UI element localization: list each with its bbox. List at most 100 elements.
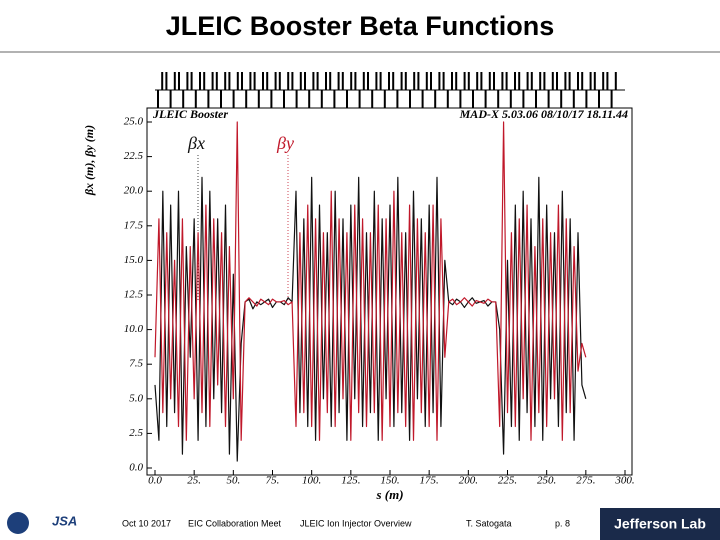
footer-page: p. 8 [555,518,570,528]
lattice-element [320,90,323,108]
lattice-element [598,90,600,108]
lattice-element [169,90,172,108]
y-tick-label: 7.5 [129,358,143,370]
x-tick-label: 50. [226,475,240,487]
lattice-bar [157,72,617,108]
lattice-element [220,90,222,108]
lattice-element [266,72,269,90]
lattice-element [392,72,395,90]
y-tick-label: 20.0 [124,185,144,197]
lattice-element [505,72,508,90]
lattice-element [518,72,521,90]
lattice-element [295,90,298,108]
lattice-element [409,90,411,108]
x-tick-label: 125. [341,475,360,487]
lattice-element [362,72,365,90]
lattice-element [253,72,256,90]
lattice-element [480,72,483,90]
lattice-element [396,90,399,108]
footer-topic: JLEIC Ion Injector Overview [300,518,412,528]
lattice-element [463,72,466,90]
lattice-element [270,90,273,108]
lattice-element [551,72,554,90]
lattice-element [161,72,164,90]
lattice-element [308,90,311,108]
lattice-element [501,72,504,90]
doe-logo [7,512,29,534]
lattice-element [274,72,277,90]
lattice-element [509,90,512,108]
lattice-element [451,72,453,90]
lattice-element [425,72,428,90]
lattice-element [211,72,214,90]
lattice-element [337,72,340,90]
lattice-element [400,72,403,90]
y-tick-label: 15.0 [124,254,144,266]
x-tick-label: 225. [498,475,517,487]
x-tick-label: 175. [420,475,439,487]
lattice-element [472,90,474,108]
legend-label: βy [276,133,294,153]
lattice-element [484,90,487,108]
lattice-element [606,72,609,90]
lattice-element [249,72,252,90]
lattice-element [354,72,357,90]
lattice-element [304,72,306,90]
lattice-element [610,90,613,108]
y-tick-label: 0.0 [129,462,143,474]
lattice-element [257,90,260,108]
lattice-element [199,72,201,90]
lattice-element [287,72,290,90]
lattice-element [379,72,382,90]
lattice-element [341,72,344,90]
lattice-element [241,72,243,90]
footer-event: EIC Collaboration Meet [188,518,282,528]
lattice-element [224,72,227,90]
x-tick-label: 0.0 [148,475,162,487]
y-tick-label: 22.5 [124,150,144,162]
footer: JSA Oct 10 2017 EIC Collaboration Meet J… [7,508,720,540]
y-tick-label: 25.0 [124,116,144,128]
logo-left: JSA [52,513,77,528]
lattice-element [215,72,218,90]
lattice-element [404,72,407,90]
x-tick-label: 275. [576,475,595,487]
lattice-element [493,72,495,90]
lattice-element [367,72,369,90]
lattice-element [568,72,571,90]
lattice-element [547,90,550,108]
lattice-element [543,72,546,90]
lattice-element [476,72,479,90]
footer-author: T. Satogata [466,518,512,528]
lattice-element [442,72,445,90]
lattice-element [430,72,432,90]
y-tick-label: 10.0 [124,323,144,335]
lattice-element [535,90,537,108]
lattice-element [556,72,558,90]
series-line [154,176,587,462]
lattice-element [283,90,285,108]
x-axis-label: s (m) [375,487,403,502]
annotation: JLEIC Booster [152,107,228,121]
lattice-element [438,72,441,90]
lattice-element [434,90,437,108]
lattice-element [291,72,294,90]
x-tick-label: 300. [614,475,634,487]
lattice-element [375,72,378,90]
lattice-element [186,72,189,90]
lattice-element [514,72,516,90]
lattice-element [577,72,579,90]
footer-date: Oct 10 2017 [122,518,171,528]
lattice-element [530,72,533,90]
lattice-element [539,72,542,90]
y-tick-label: 12.5 [124,289,144,301]
lattice-element [278,72,281,90]
lattice-element [560,90,563,108]
x-tick-label: 75. [266,475,280,487]
lattice-element [165,72,168,90]
lattice-element [383,90,386,108]
lattice-element [316,72,319,90]
lattice-element [589,72,592,90]
lattice-element [455,72,458,90]
lattice-element [329,72,332,90]
